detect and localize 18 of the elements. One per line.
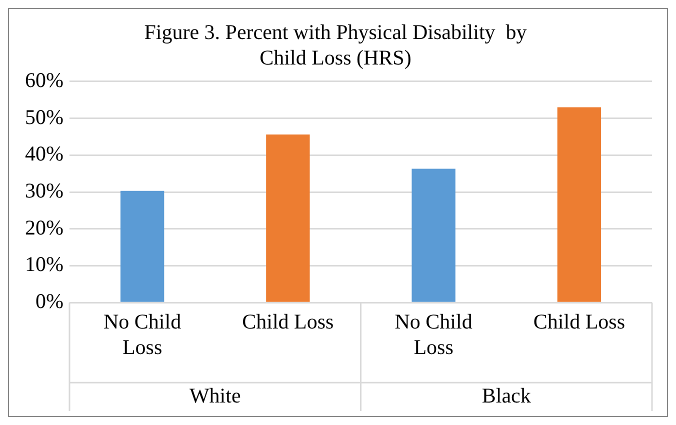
x-tick-label: No Child Loss [394,310,473,359]
y-tick-label: 40% [24,142,64,166]
x-tick-label: No Child Loss [104,310,182,359]
chart-title: Figure 3. Percent with Physical Disability by Child Loss (HRS) [144,20,528,70]
y-tick-label: 10% [24,252,64,276]
y-tick-label: 0% [35,289,64,314]
text: White [189,383,241,408]
x-tick-label: Child Loss [533,310,625,334]
bar [266,134,310,302]
x-tick-label: Child Loss [242,310,334,334]
y-tick-label: 60% [24,68,64,92]
text: Black [482,383,532,408]
y-tick-label: 50% [24,104,64,129]
bar [412,168,456,302]
bar [557,107,602,302]
y-tick-label: 30% [24,178,64,203]
y-tick-label: 20% [24,215,64,240]
bar [120,190,164,302]
